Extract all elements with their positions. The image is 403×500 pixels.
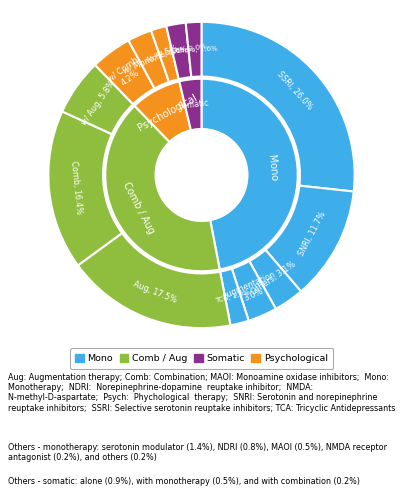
Text: Others - monotherapy: serotonin modulator (1.4%), NDRI (0.8%), MAOI (0.5%), NMDA: Others - monotherapy: serotonin modulato… xyxy=(8,442,387,462)
Text: TCA, 1.9%: TCA, 1.9% xyxy=(215,290,251,304)
Text: Mono: Mono xyxy=(266,154,278,182)
Wedge shape xyxy=(179,78,202,130)
Wedge shape xyxy=(266,186,354,292)
Text: Comb, 16.4%: Comb, 16.4% xyxy=(69,160,83,215)
Wedge shape xyxy=(249,250,301,309)
Text: SSRI, 26.0%: SSRI, 26.0% xyxy=(276,70,315,112)
Circle shape xyxy=(156,129,247,221)
Text: Somatic: Somatic xyxy=(177,98,209,110)
Wedge shape xyxy=(202,22,355,192)
Text: Alone, 1.6%: Alone, 1.6% xyxy=(145,46,187,63)
Text: w/ Psych, 2.0%: w/ Psych, 2.0% xyxy=(154,44,207,59)
Text: Augmentation
3.0%: Augmentation 3.0% xyxy=(222,270,282,310)
Wedge shape xyxy=(186,22,202,77)
Wedge shape xyxy=(151,26,179,82)
Wedge shape xyxy=(62,65,133,134)
Wedge shape xyxy=(166,22,191,79)
Wedge shape xyxy=(232,261,276,320)
Wedge shape xyxy=(220,268,249,326)
Wedge shape xyxy=(48,112,122,266)
Text: Comb / Aug: Comb / Aug xyxy=(121,180,156,236)
Legend: Mono, Comb / Aug, Somatic, Psychological: Mono, Comb / Aug, Somatic, Psychological xyxy=(70,348,333,369)
Wedge shape xyxy=(105,106,220,271)
Wedge shape xyxy=(95,40,154,104)
Wedge shape xyxy=(135,82,191,142)
Wedge shape xyxy=(202,78,298,270)
Text: Others, 3.1%: Others, 3.1% xyxy=(249,260,297,297)
Wedge shape xyxy=(78,233,231,328)
Wedge shape xyxy=(129,30,169,88)
Text: Aug, 17.5%: Aug, 17.5% xyxy=(133,280,179,304)
Text: w/ Aug, 5.8%: w/ Aug, 5.8% xyxy=(80,78,118,126)
Text: w/ Comb,
4.2%: w/ Comb, 4.2% xyxy=(106,54,148,92)
Text: Others - somatic: alone (0.9%), with monotherapy (0.5%), and with combination (0: Others - somatic: alone (0.9%), with mon… xyxy=(8,477,360,486)
Text: Others, 1.6%: Others, 1.6% xyxy=(172,45,218,54)
Text: Psychological: Psychological xyxy=(136,92,199,133)
Text: w/ Mono, 2.5%: w/ Mono, 2.5% xyxy=(122,44,179,76)
Text: Aug: Augmentation therapy; Comb: Combination; MAOI: Monoamine oxidase inhibitors: Aug: Augmentation therapy; Comb: Combina… xyxy=(8,372,395,412)
Text: SNRI, 11.7%: SNRI, 11.7% xyxy=(297,210,328,258)
